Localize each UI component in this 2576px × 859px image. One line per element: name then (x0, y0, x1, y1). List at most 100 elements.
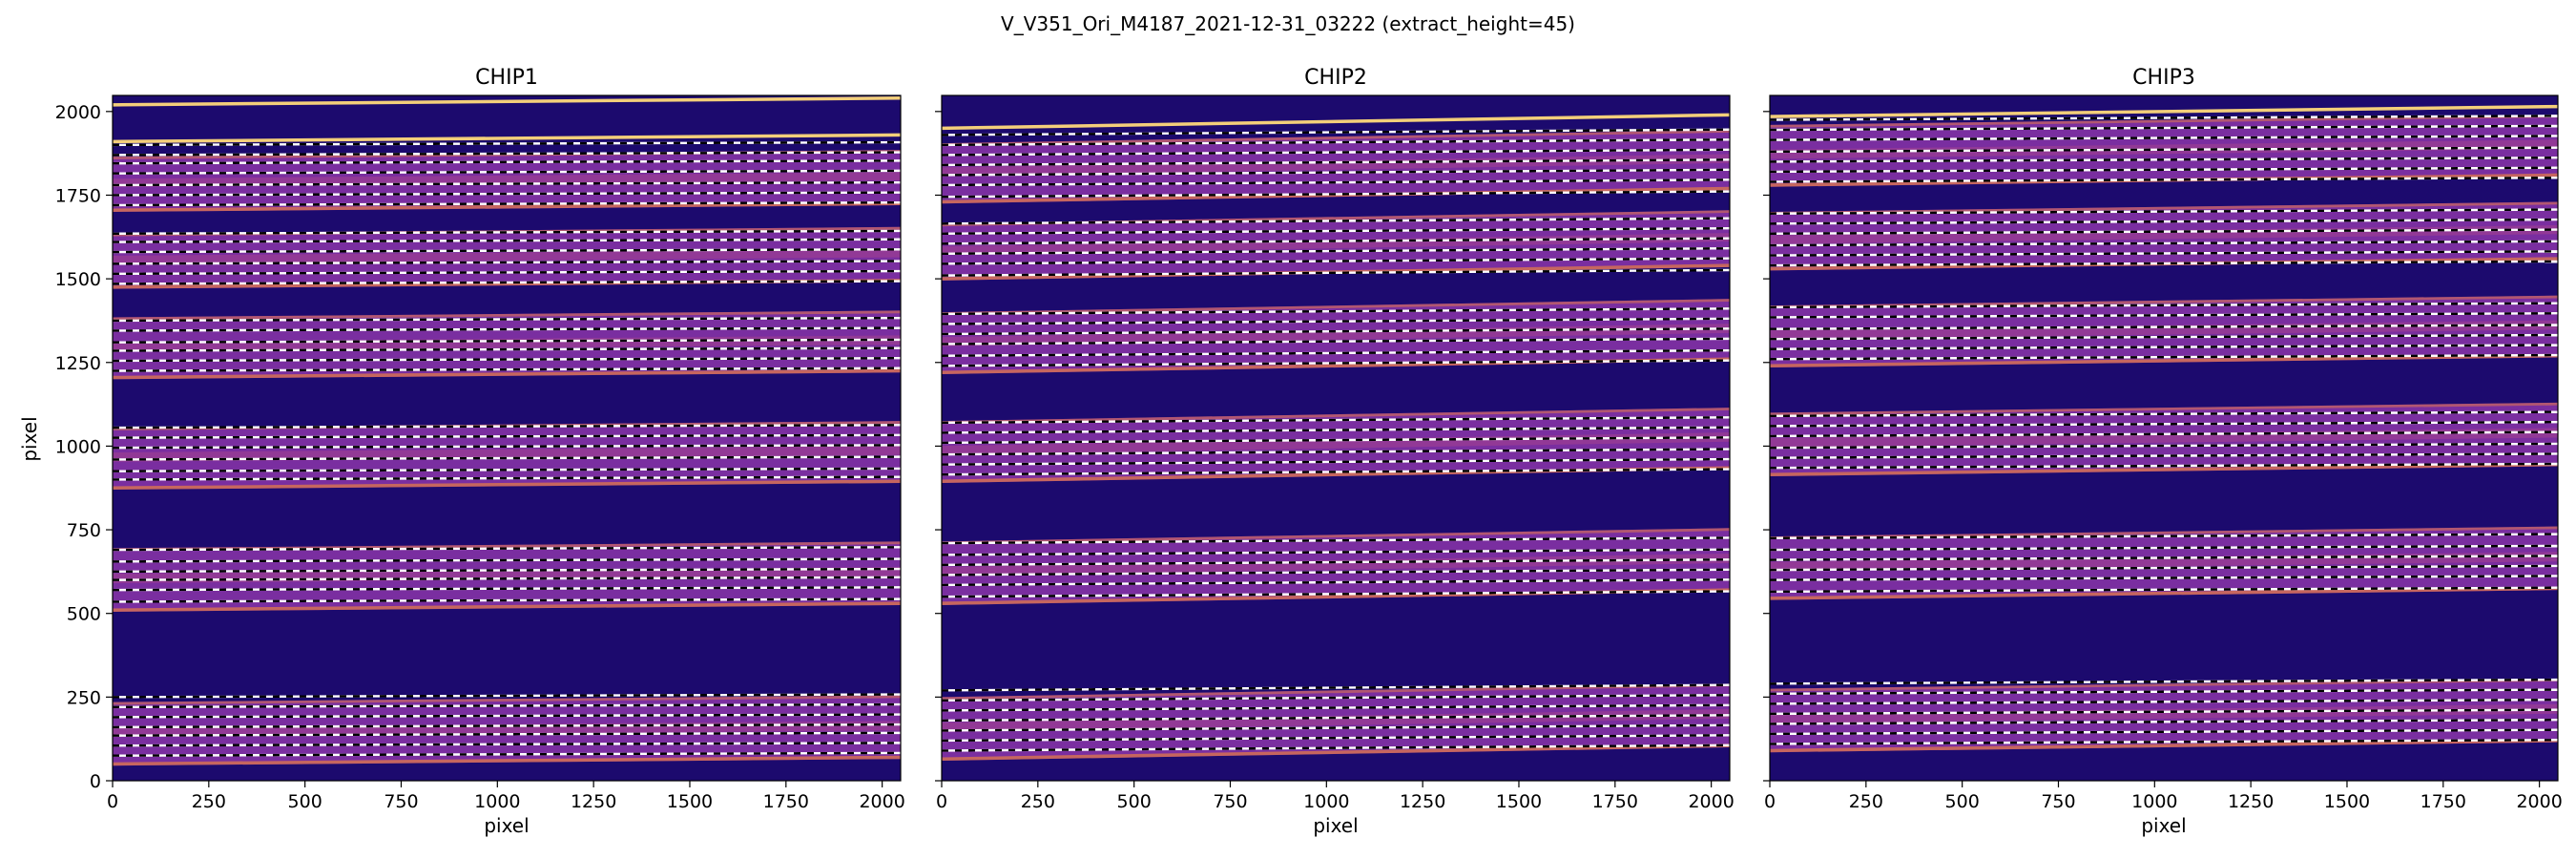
trace-line-dash (942, 703, 1730, 712)
trace-line-dash (113, 546, 901, 552)
trace-line-dash (113, 433, 901, 439)
bright-emission-line (1770, 104, 2558, 118)
trace-line-dash (942, 317, 1730, 325)
trace-line-dash (942, 168, 1730, 177)
trace-line-dash (1770, 420, 2558, 428)
trace-line-dash (1770, 177, 2558, 183)
x-tick-label: 0 (1764, 791, 1776, 812)
x-tick-label: 1000 (1303, 791, 1349, 812)
trace-line-dash (1770, 240, 2558, 247)
trace-line-dash (942, 548, 1730, 556)
trace-line-dash (1770, 250, 2558, 257)
chip-title: CHIP3 (2132, 66, 2195, 90)
x-tick-label: 1750 (2420, 791, 2466, 812)
order-edge (113, 601, 901, 612)
trace-line-dash (942, 148, 1730, 157)
order-edge (1770, 201, 2558, 215)
trace-line-dash (942, 714, 1730, 723)
trace-line-dash (1770, 718, 2558, 725)
order-edge (942, 528, 1730, 545)
trace-line-dash (113, 280, 901, 285)
x-tick-label: 1750 (1592, 791, 1638, 812)
chip-panel-2: CHIP2 0 250 500 750 1000 1250 1500 1750 2000 pixel (935, 66, 1735, 837)
trace-line-dash (942, 744, 1730, 752)
trace-line-dash (113, 455, 901, 461)
trace-line-dash (942, 178, 1730, 187)
order-core (942, 154, 1730, 177)
trace-line-dash (113, 180, 901, 187)
trace-line-dash (1770, 430, 2558, 438)
order-edge (1770, 526, 2558, 539)
trace-line-dash (942, 190, 1730, 199)
order-core (942, 233, 1730, 256)
spectral-order (942, 130, 1730, 204)
x-tick-label: 1250 (571, 791, 616, 812)
spectral-order (113, 695, 901, 766)
trace-line-dash (942, 268, 1730, 277)
order-edge (1770, 295, 2558, 308)
spectral-order (942, 528, 1730, 605)
x-tick-label: 2000 (1688, 791, 1734, 812)
trace-line-dash (113, 444, 901, 450)
trace-line-dash (1770, 564, 2558, 572)
y-tick-label: 1250 (55, 353, 101, 374)
x-tick-label: 1500 (2324, 791, 2370, 812)
trace-line-dash (113, 169, 901, 175)
detector-image (113, 95, 901, 781)
order-edge (1770, 739, 2558, 753)
trace-line-dash (113, 238, 901, 243)
trace-line-dash (942, 590, 1730, 598)
trace-line-dash (1770, 312, 2558, 319)
trace-line-dash (1770, 302, 2558, 309)
x-tick-label: 1250 (2228, 791, 2274, 812)
trace-line-dash (1770, 698, 2558, 705)
order-edge (942, 299, 1730, 315)
trace-line-dash (1770, 157, 2558, 163)
trace-line-dash (1770, 166, 2558, 174)
trace-line-dash (1770, 333, 2558, 341)
trace-line-dash (1770, 344, 2558, 350)
order-edge (942, 683, 1730, 701)
order-edge (1770, 462, 2558, 476)
trace-line-dash (1770, 218, 2558, 225)
x-tick-label: 750 (384, 791, 418, 812)
trace-line-dash (942, 416, 1730, 425)
trace-line-dash (1770, 452, 2558, 459)
trace-line-dash (1770, 739, 2558, 745)
trace-line-dash (113, 731, 901, 737)
trace-line-dash (1770, 410, 2558, 418)
x-tick-label: 250 (192, 791, 226, 812)
x-tick-label: 750 (1213, 791, 1247, 812)
trace-line-dash (942, 568, 1730, 576)
x-tick-label: 2000 (859, 791, 904, 812)
trace-line-dash (1770, 533, 2558, 540)
trace-line-dash (942, 683, 1730, 692)
order-core (113, 172, 901, 187)
trace-line-dash (113, 367, 901, 372)
bright-emission-line (113, 133, 901, 144)
trace-line-dash (942, 723, 1730, 732)
y-tick-label: 1750 (55, 185, 101, 206)
order-core (1770, 703, 2558, 724)
x-tick-label: 500 (1117, 791, 1152, 812)
trace-line-dash (942, 426, 1730, 434)
y-tick-label: 0 (90, 771, 101, 792)
trace-line-dash (1770, 708, 2558, 716)
trace-line-dash (1770, 135, 2558, 141)
trace-line-dash (1770, 555, 2558, 561)
trace-line-dash (942, 558, 1730, 567)
trace-line-dash (1770, 544, 2558, 552)
trace-line-dash (113, 159, 901, 165)
trace-line-dash (113, 586, 901, 592)
order-edge (113, 755, 901, 766)
trace-line-dash (113, 576, 901, 581)
x-tick-label: 750 (2041, 791, 2075, 812)
trace-line-dash (942, 448, 1730, 456)
y-tick-label: 500 (67, 604, 101, 625)
axes-frame (941, 94, 1731, 782)
x-tick-label: 2000 (2516, 791, 2562, 812)
trace-line-dash (113, 475, 901, 481)
trace-line-dash (942, 158, 1730, 167)
order-edge (113, 695, 901, 705)
